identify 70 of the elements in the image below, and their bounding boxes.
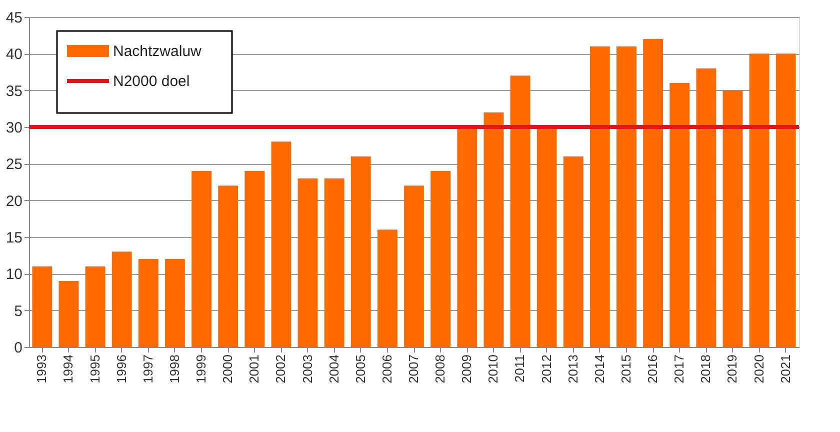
bar bbox=[430, 171, 451, 347]
bar bbox=[58, 281, 79, 347]
x-tick-label: 2016 bbox=[645, 354, 660, 384]
bar bbox=[536, 127, 557, 347]
y-tick-label: 10 bbox=[6, 266, 22, 284]
bar bbox=[404, 186, 424, 347]
y-tick-label: 30 bbox=[6, 120, 22, 136]
bar bbox=[218, 186, 238, 347]
bar bbox=[85, 266, 106, 347]
bar bbox=[377, 230, 398, 347]
y-tick-label: 45 bbox=[6, 10, 22, 26]
x-tick-label: 2015 bbox=[618, 354, 634, 384]
x-tick-label: 2018 bbox=[698, 354, 714, 384]
bar bbox=[696, 68, 716, 347]
x-tick-label: 1997 bbox=[140, 354, 156, 384]
bar bbox=[510, 76, 530, 347]
bar bbox=[244, 171, 265, 347]
x-tick-label: 2002 bbox=[273, 354, 288, 384]
x-tick-label: 2020 bbox=[751, 354, 766, 384]
bar bbox=[722, 90, 743, 347]
bar bbox=[350, 156, 371, 347]
bar bbox=[32, 266, 52, 347]
y-tick-label: 15 bbox=[6, 230, 22, 246]
bar bbox=[457, 127, 478, 347]
x-tick-label: 2013 bbox=[565, 354, 580, 384]
legend-label: Nachtzwaluw bbox=[113, 43, 202, 60]
x-tick-label: 1993 bbox=[34, 354, 50, 384]
x-tick-label: 2004 bbox=[326, 354, 342, 384]
bar bbox=[484, 112, 504, 347]
x-tick-label: 2007 bbox=[406, 354, 421, 384]
legend-label: N2000 doel bbox=[113, 73, 190, 90]
bar bbox=[138, 259, 158, 347]
x-tick-label: 2021 bbox=[778, 354, 793, 384]
x-tick-label: 2010 bbox=[486, 354, 501, 384]
x-tick-label: 2012 bbox=[538, 354, 554, 384]
y-tick-label: 20 bbox=[6, 192, 22, 210]
bar bbox=[192, 171, 212, 347]
x-tick-label: 1996 bbox=[114, 354, 129, 384]
bar bbox=[590, 46, 610, 347]
bar bbox=[298, 178, 318, 347]
x-tick-label: 1999 bbox=[194, 354, 209, 384]
bar bbox=[271, 142, 292, 347]
x-tick-label: 2001 bbox=[246, 354, 262, 384]
bar bbox=[670, 83, 690, 347]
x-tick-label: 2011 bbox=[512, 354, 528, 382]
x-tick-label: 2003 bbox=[300, 354, 315, 384]
x-tick-label: 1994 bbox=[60, 354, 76, 384]
x-tick-label: 2005 bbox=[352, 354, 368, 384]
x-tick-label: 2006 bbox=[379, 354, 394, 384]
bar bbox=[164, 259, 185, 347]
bar bbox=[749, 54, 770, 347]
y-tick-label: 35 bbox=[6, 82, 22, 100]
x-tick-label: 2017 bbox=[672, 354, 687, 384]
y-tick-label: 25 bbox=[6, 156, 22, 174]
x-tick-label: 1998 bbox=[166, 354, 182, 384]
bar bbox=[112, 252, 132, 347]
bar bbox=[643, 39, 664, 347]
y-tick-label: 5 bbox=[14, 302, 22, 320]
x-tick-label: 2019 bbox=[724, 354, 740, 384]
x-tick-label: 2000 bbox=[220, 354, 236, 384]
bar bbox=[776, 54, 796, 347]
bar bbox=[324, 178, 344, 347]
x-tick-label: 2009 bbox=[459, 354, 474, 384]
bar bbox=[616, 46, 636, 347]
y-tick-label: 40 bbox=[6, 46, 22, 64]
y-tick-label: 0 bbox=[14, 340, 22, 356]
x-tick-label: 1995 bbox=[87, 354, 102, 384]
x-tick-label: 2014 bbox=[592, 354, 607, 384]
bar bbox=[563, 156, 584, 347]
x-tick-label: 2008 bbox=[432, 354, 448, 384]
